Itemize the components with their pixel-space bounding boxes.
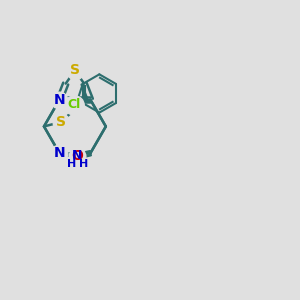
Text: N: N <box>72 149 82 162</box>
Text: S: S <box>56 115 66 129</box>
Text: S: S <box>70 64 80 77</box>
Text: N: N <box>54 146 65 160</box>
Text: H: H <box>79 159 88 169</box>
Text: H: H <box>67 159 76 169</box>
Text: N: N <box>54 93 65 107</box>
Text: Cl: Cl <box>67 98 81 111</box>
Text: O: O <box>71 149 83 163</box>
